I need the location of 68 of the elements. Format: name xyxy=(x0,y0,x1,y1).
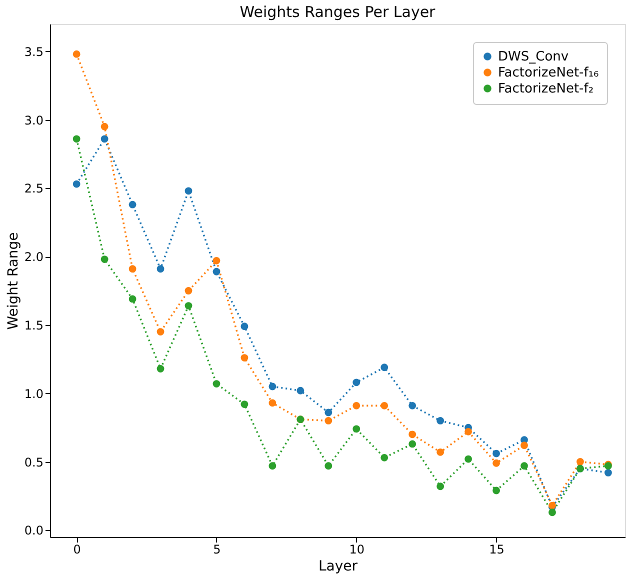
point xyxy=(604,469,612,476)
point xyxy=(408,402,416,410)
point xyxy=(156,365,164,372)
x-tick-label: 15 xyxy=(489,542,504,556)
y-tick-label: 3.5 xyxy=(24,44,44,59)
point xyxy=(212,380,220,388)
y-tick-label: 0.0 xyxy=(24,524,44,538)
point xyxy=(408,440,416,448)
point xyxy=(464,428,472,436)
point xyxy=(128,265,136,273)
point xyxy=(436,448,444,456)
point xyxy=(240,354,248,362)
chart-title: Weights Ranges Per Layer xyxy=(240,3,436,21)
point xyxy=(100,122,108,130)
point xyxy=(520,462,528,470)
point xyxy=(324,417,332,424)
point xyxy=(72,180,80,188)
point xyxy=(212,256,220,264)
legend-label: FactorizeNet-f₂ xyxy=(498,82,594,96)
point xyxy=(380,454,388,462)
point xyxy=(184,287,192,294)
point xyxy=(240,322,248,330)
point xyxy=(436,482,444,490)
point xyxy=(268,382,276,390)
point xyxy=(72,135,80,143)
y-tick-label: 2.5 xyxy=(24,182,44,196)
y-tick-label: 2.0 xyxy=(24,250,44,264)
point xyxy=(380,402,388,410)
point xyxy=(576,458,584,466)
point xyxy=(296,386,304,394)
point xyxy=(128,295,136,303)
point xyxy=(72,50,80,58)
point xyxy=(100,256,108,263)
x-axis-title: Layer xyxy=(318,558,358,574)
point xyxy=(268,399,276,407)
point xyxy=(352,425,360,433)
point xyxy=(156,328,164,336)
point xyxy=(492,459,500,467)
point xyxy=(184,187,192,195)
y-tick-label: 1.0 xyxy=(24,386,44,401)
point xyxy=(324,462,332,470)
point xyxy=(492,486,500,494)
point xyxy=(240,400,248,408)
point xyxy=(212,268,220,276)
point xyxy=(128,200,136,208)
point xyxy=(408,430,416,438)
point xyxy=(436,417,444,424)
legend-label: FactorizeNet-f₁₆ xyxy=(498,66,599,80)
point xyxy=(548,508,556,516)
point xyxy=(324,408,332,416)
point xyxy=(184,302,192,310)
point xyxy=(156,265,164,273)
x-tick-label: 5 xyxy=(213,542,221,556)
y-tick-label: 0.5 xyxy=(24,455,44,470)
y-axis-title: Weight Range xyxy=(5,232,22,330)
point xyxy=(352,378,360,386)
point xyxy=(492,450,500,458)
y-tick-label: 1.5 xyxy=(24,318,44,332)
point xyxy=(380,364,388,372)
y-tick-label: 3.0 xyxy=(24,113,44,128)
legend-label: DWS_Conv xyxy=(498,50,569,64)
point xyxy=(268,462,276,470)
point xyxy=(352,402,360,410)
point xyxy=(100,135,108,143)
point xyxy=(464,455,472,463)
x-tick-label: 0 xyxy=(73,542,81,556)
point xyxy=(520,442,528,450)
x-tick-label: 10 xyxy=(349,542,365,556)
